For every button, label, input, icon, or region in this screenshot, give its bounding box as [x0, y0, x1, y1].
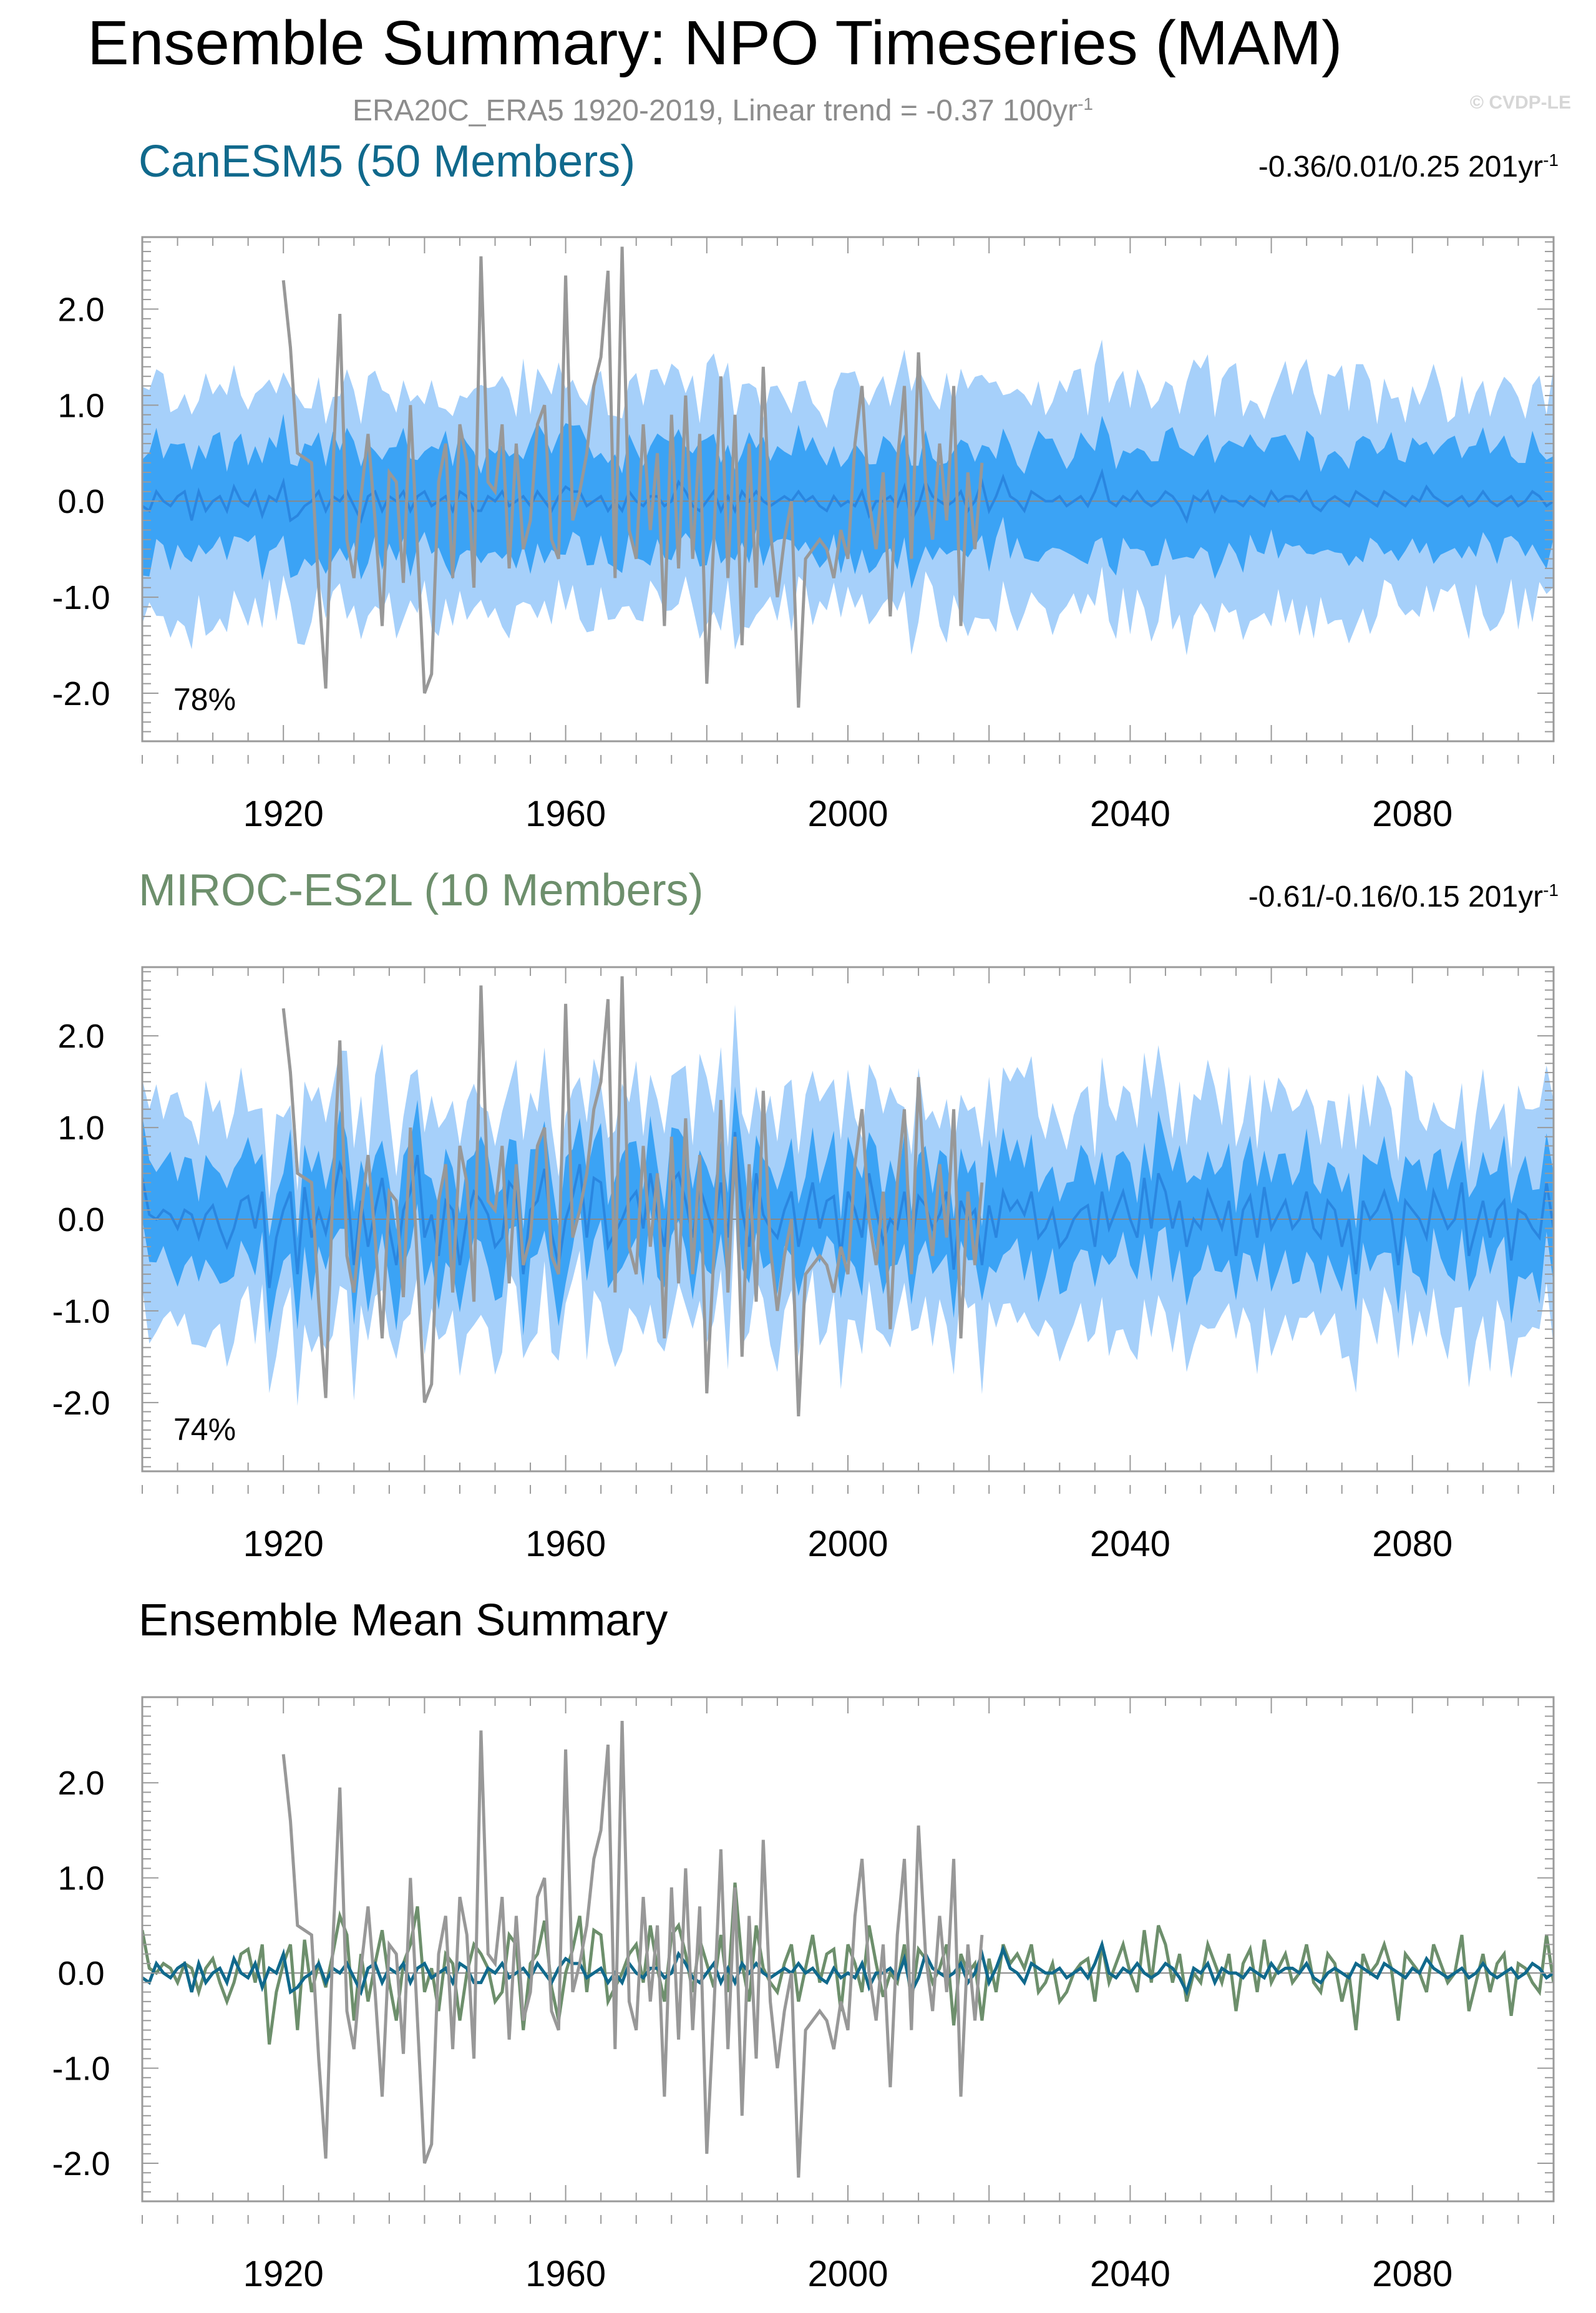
- x-tick-label: 1960: [525, 2254, 606, 2294]
- panel-trend-canesm5: -0.36/0.01/0.25 201yr-1: [1258, 150, 1559, 183]
- page-title: Ensemble Summary: NPO Timeseries (MAM): [87, 8, 1343, 78]
- y-tick-label: 1.0: [57, 1860, 104, 1897]
- percent-label: 74%: [173, 1412, 236, 1447]
- observed-era20c-era5-line: [281, 1721, 984, 2178]
- y-tick-label: -1.0: [52, 579, 110, 616]
- y-tick-label: -2.0: [52, 1385, 110, 1422]
- ensemble-range-25-75: [142, 1086, 1554, 1336]
- miroc-es2l-mean-line: [142, 1882, 1554, 2045]
- x-tick-label: 1960: [525, 1524, 606, 1564]
- x-tick-label: 2040: [1090, 794, 1170, 834]
- x-tick-label: 1920: [243, 1524, 324, 1564]
- y-tick-label: 0.0: [57, 1201, 104, 1239]
- panel-1-plot: 2.0 1.0 0.0 -1.0 -2.0 1920 1960 2000 2040 2080 78%: [52, 236, 1555, 834]
- x-tick-label: 2080: [1372, 2254, 1452, 2294]
- credit-watermark: © CVDP-LE: [1469, 92, 1571, 113]
- panel-2-plot: 2.0 1.0 0.0 -1.0 -2.0 1920 1960 2000 2040 2080 74%: [52, 966, 1555, 1564]
- x-tick-label: 2040: [1090, 2254, 1170, 2294]
- x-tick-label: 2080: [1372, 1524, 1452, 1564]
- y-tick-label: 2.0: [57, 291, 104, 328]
- panel-3-plot: 2.0 1.0 0.0 -1.0 -2.0 1920 1960 2000 2040 2080: [52, 1696, 1555, 2294]
- y-tick-label: -1.0: [52, 2050, 110, 2088]
- x-tick-label: 2000: [807, 2254, 888, 2294]
- y-tick-label: 0.0: [57, 1955, 104, 1992]
- panel-title-canesm5: CanESM5 (50 Members): [139, 137, 636, 187]
- ensemble-mean-line: [142, 468, 1554, 525]
- x-tick-label: 2080: [1372, 794, 1452, 834]
- y-tick-label: 1.0: [57, 1109, 104, 1147]
- x-tick-label: 1960: [525, 794, 606, 834]
- x-tick-label: 2040: [1090, 1524, 1170, 1564]
- x-tick-label: 2000: [807, 1524, 888, 1564]
- plot-area: [142, 1721, 1554, 2178]
- observed-era20c-era5-line: [281, 976, 984, 1417]
- page-subtitle: ERA20C_ERA5 1920-2019, Linear trend = -0…: [353, 94, 1093, 127]
- x-tick-label: 1920: [243, 2254, 324, 2294]
- plot-area: [142, 976, 1554, 1417]
- panel-title-ensemble-mean: Ensemble Mean Summary: [139, 1595, 668, 1645]
- plot-area: [142, 246, 1554, 708]
- x-tick-label: 1920: [243, 794, 324, 834]
- panel-title-miroc: MIROC-ES2L (10 Members): [139, 865, 704, 915]
- y-tick-label: -1.0: [52, 1293, 110, 1330]
- y-tick-label: -2.0: [52, 2145, 110, 2183]
- x-tick-label: 2000: [807, 794, 888, 834]
- y-tick-label: 2.0: [57, 1765, 104, 1802]
- panel-trend-miroc: -0.61/-0.16/0.15 201yr-1: [1248, 880, 1559, 913]
- y-tick-label: 2.0: [57, 1018, 104, 1055]
- y-tick-label: 0.0: [57, 483, 104, 520]
- y-tick-label: 1.0: [57, 387, 104, 424]
- observed-era20c-era5-line: [281, 246, 984, 708]
- percent-label: 78%: [173, 682, 236, 717]
- y-tick-label: -2.0: [52, 675, 110, 713]
- ensemble-mean-line: [142, 1132, 1554, 1288]
